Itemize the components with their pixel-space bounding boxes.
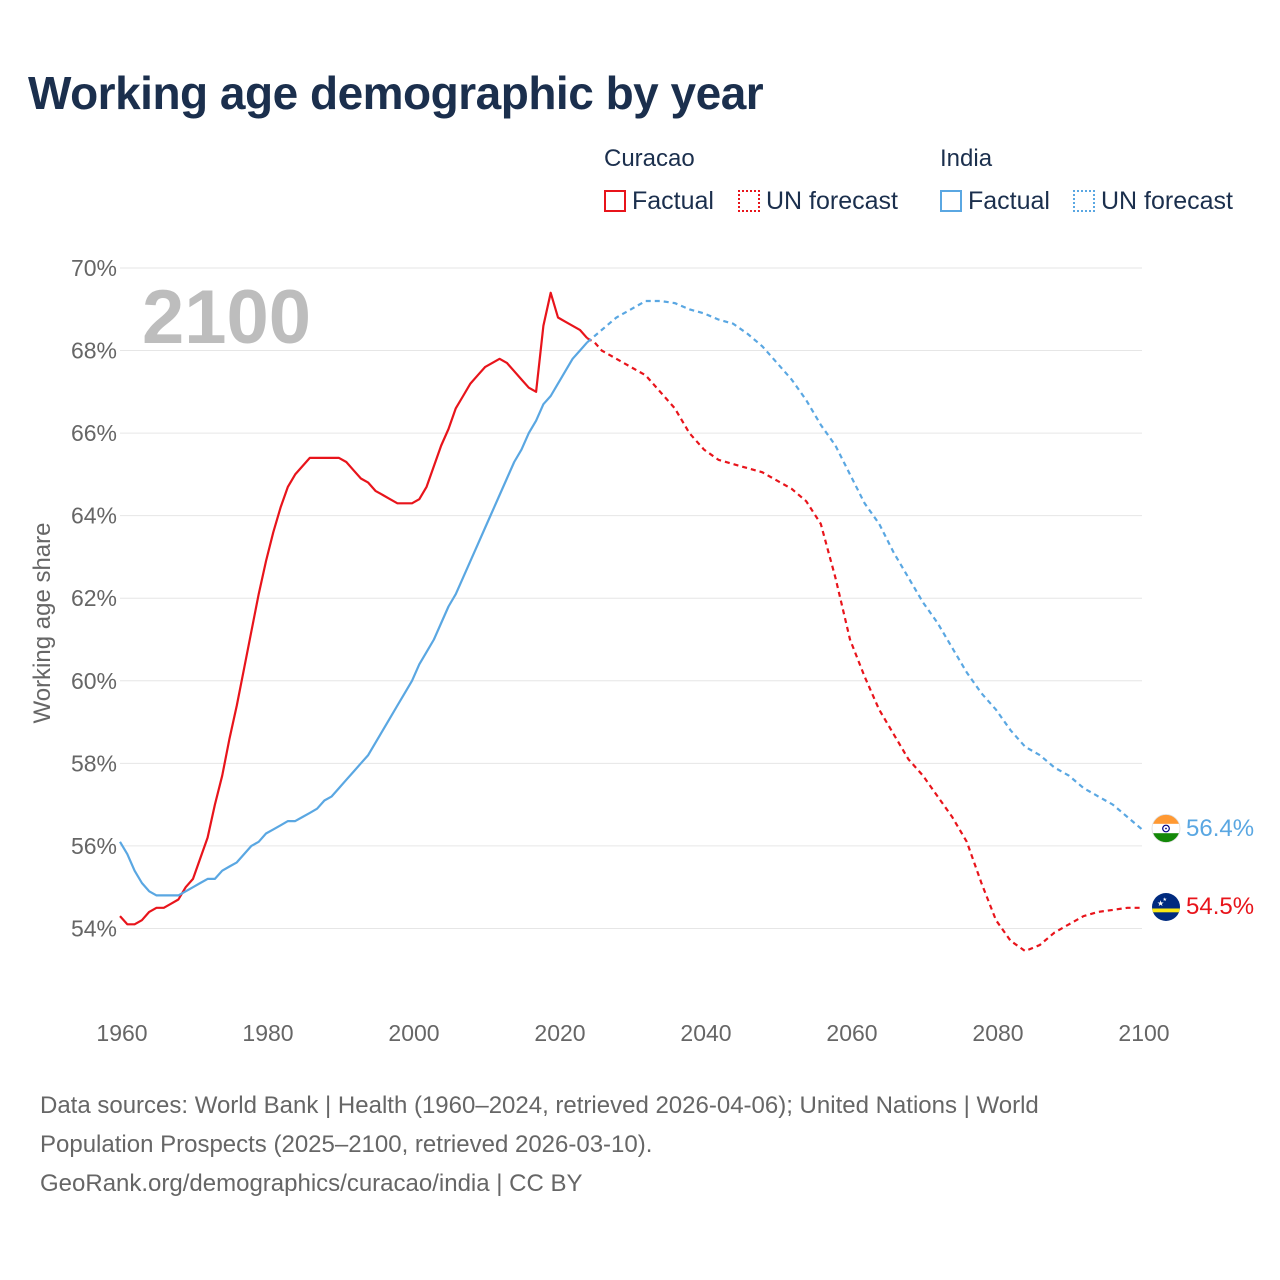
india-flag-icon [1151,814,1181,843]
legend-item-india-factual[interactable]: Factual [940,186,1050,216]
sources-line-3: GeoRank.org/demographics/curacao/india |… [40,1170,583,1197]
end-markers: ★ ★ [1151,814,1181,921]
x-axis-ticks: 1960 1980 2000 2020 2040 2060 2080 2100 [96,1020,1169,1046]
legend-swatch-india-forecast [1073,190,1095,212]
end-value-india: 56.4% [1186,815,1254,842]
y-tick-label: 64% [71,503,117,529]
y-axis-label: Working age share [29,523,56,724]
y-tick-label: 58% [71,750,117,776]
legend-item-india-forecast[interactable]: UN forecast [1073,186,1233,216]
x-tick-label: 2100 [1118,1020,1169,1046]
year-watermark: 2100 [142,275,311,360]
y-tick-label: 66% [71,420,117,446]
x-tick-label: 2040 [680,1020,731,1046]
x-tick-label: 1980 [242,1020,293,1046]
y-tick-label: 62% [71,585,117,611]
legend-swatch-curacao-factual [604,190,626,212]
y-tick-label: 68% [71,338,117,364]
svg-text:★: ★ [1163,897,1168,903]
legend-group-curacao: Curacao [604,145,695,172]
legend-item-curacao-forecast[interactable]: UN forecast [738,186,898,216]
y-tick-label: 54% [71,915,117,941]
y-tick-label: 56% [71,833,117,859]
data-sources: Data sources: World Bank | Health (1960–… [40,1086,1220,1203]
curacao-flag-icon: ★ ★ [1152,893,1180,921]
legend-group-india: India [940,145,993,172]
end-value-curacao: 54.5% [1186,893,1254,920]
legend-swatch-india-factual [940,190,962,212]
x-tick-label: 2020 [534,1020,585,1046]
chart-title: Working age demographic by year [28,67,764,119]
x-tick-label: 1960 [96,1020,147,1046]
legend-label-india-forecast: UN forecast [1101,186,1233,215]
series-india-factual [119,341,589,897]
sources-line-2: Population Prospects (2025–2100, retriev… [40,1131,653,1158]
y-tick-label: 70% [71,255,117,281]
y-axis-ticks: 54% 56% 58% 60% 62% 64% 66% 68% 70% [71,255,117,941]
y-tick-label: 60% [71,668,117,694]
sources-line-1: Data sources: World Bank | Health (1960–… [40,1092,1039,1119]
legend-item-curacao-factual[interactable]: Factual [604,186,714,216]
series-curacao-forecast [586,337,1142,953]
series-india-forecast [586,299,1143,831]
x-tick-label: 2060 [826,1020,877,1046]
svg-text:★: ★ [1157,899,1164,908]
series-lines [119,291,1143,953]
line-chart: 2100 54% 56% 58% 60% 62% 64% 66% 68% 70% 1960 198… [29,255,1254,1046]
series-curacao-factual [119,291,589,926]
x-tick-label: 2080 [972,1020,1023,1046]
x-tick-label: 2000 [388,1020,439,1046]
legend-label-curacao-factual: Factual [632,186,714,215]
legend-label-curacao-forecast: UN forecast [766,186,898,215]
legend-swatch-curacao-forecast [738,190,760,212]
legend-label-india-factual: Factual [968,186,1050,215]
